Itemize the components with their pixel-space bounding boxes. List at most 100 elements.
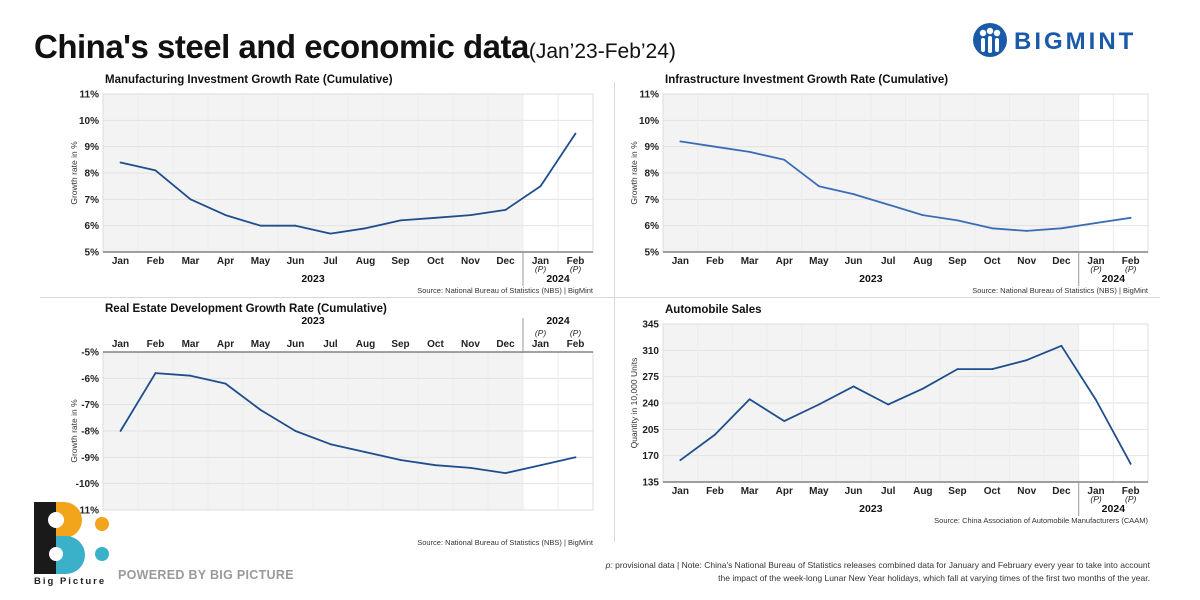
data-point	[887, 403, 890, 406]
data-point	[189, 198, 192, 201]
provisional-tag: (P)	[535, 264, 547, 274]
bigmint-logo: BIGMINT	[972, 22, 1162, 58]
chart-source: Source: National Bureau of Statistics (N…	[417, 286, 594, 295]
x-tick-label: Jul	[881, 486, 896, 497]
year-label: 2023	[301, 273, 325, 285]
data-point	[364, 227, 367, 230]
chart-manufacturing-investment: Manufacturing Investment Growth Rate (Cu…	[69, 74, 594, 295]
data-point	[539, 464, 542, 467]
data-point	[1095, 399, 1097, 401]
x-tick-label: Sep	[948, 486, 966, 497]
x-tick-label: Aug	[356, 256, 375, 267]
data-point	[679, 459, 682, 462]
data-point	[539, 185, 542, 188]
x-tick-label: Mar	[741, 256, 759, 267]
data-point	[329, 232, 332, 235]
x-tick-label: May	[809, 256, 829, 267]
x-tick-label: Nov	[1017, 486, 1036, 497]
data-point	[887, 203, 890, 206]
data-point	[1129, 216, 1132, 219]
x-tick-label: Oct	[984, 486, 1001, 497]
x-tick-label: Feb	[706, 486, 724, 497]
data-point	[852, 385, 855, 388]
data-point	[1095, 222, 1097, 224]
x-tick-label: Mar	[182, 339, 200, 350]
brand-name: BIGMINT	[1014, 28, 1137, 55]
y-tick-label: 6%	[645, 221, 660, 232]
y-axis-label: Growth rate in %	[69, 399, 79, 463]
chart-source: Source: National Bureau of Statistics (N…	[972, 286, 1149, 295]
panel-divider-horizontal	[40, 297, 1160, 298]
x-tick-label: Jan	[1087, 486, 1104, 497]
data-point	[259, 409, 262, 411]
data-point	[991, 368, 994, 371]
data-point	[574, 132, 577, 135]
data-point	[1129, 463, 1132, 465]
series-line	[679, 344, 1132, 465]
data-point	[1060, 227, 1063, 230]
data-point	[921, 387, 924, 390]
year-label: 2024	[546, 315, 570, 327]
data-point	[469, 214, 472, 217]
y-axis-label: Quantity in 10,000 Units	[629, 358, 639, 449]
x-tick-label: Dec	[1052, 486, 1071, 497]
y-tick-label: 205	[642, 425, 659, 436]
x-tick-label: Feb	[706, 256, 724, 267]
provisional-tag: (P)	[1125, 264, 1137, 274]
provisional-tag: (P)	[535, 328, 547, 338]
data-point	[119, 161, 122, 164]
powered-by: POWERED BY BIG PICTURE	[118, 568, 294, 582]
data-point	[1025, 359, 1028, 362]
data-point	[504, 472, 507, 475]
x-tick-label: Jul	[323, 256, 338, 267]
y-tick-label: 9%	[85, 142, 100, 153]
x-tick-label: Jul	[881, 256, 896, 267]
y-tick-label: 275	[642, 372, 659, 383]
y-tick-label: -5%	[81, 348, 99, 359]
data-point	[364, 451, 367, 453]
y-tick-label: 11%	[80, 90, 100, 101]
x-tick-label: Dec	[1052, 256, 1071, 267]
provisional-tag: (P)	[570, 328, 582, 338]
x-tick-label: Jan	[672, 256, 689, 267]
chart-title: Infrastructure Investment Growth Rate (C…	[665, 74, 948, 86]
data-point	[399, 219, 402, 222]
year-label: 2023	[301, 315, 325, 327]
y-tick-label: -6%	[81, 374, 99, 385]
data-point	[574, 456, 577, 459]
x-tick-label: Mar	[182, 256, 200, 267]
chart-source: Source: National Bureau of Statistics (N…	[417, 538, 594, 547]
provisional-tag: (P)	[570, 264, 582, 274]
x-tick-label: Jun	[287, 339, 305, 350]
data-point	[399, 459, 402, 461]
y-tick-label: 10%	[79, 116, 99, 127]
year-label: 2023	[859, 503, 883, 515]
year-label: 2024	[1102, 503, 1126, 515]
y-tick-label: 5%	[85, 248, 100, 259]
x-tick-label: Feb	[567, 256, 585, 267]
page-title: China's steel and economic data(Jan’23-F…	[34, 28, 676, 66]
data-point	[748, 398, 751, 401]
x-tick-label: Oct	[427, 256, 444, 267]
chart-title: Automobile Sales	[665, 304, 762, 316]
data-point	[259, 224, 262, 227]
data-point	[817, 403, 820, 406]
big-picture-logo	[34, 502, 109, 574]
data-point	[434, 464, 437, 467]
y-tick-label: 310	[642, 346, 659, 357]
y-axis-label: Growth rate in %	[629, 141, 639, 205]
y-tick-label: 7%	[85, 195, 100, 206]
x-tick-label: Apr	[776, 256, 793, 267]
data-point	[224, 214, 227, 217]
x-tick-label: Nov	[461, 339, 480, 350]
x-tick-label: Oct	[427, 339, 444, 350]
bigmint-logo-icon	[973, 23, 1007, 57]
data-point	[714, 145, 716, 148]
data-point	[956, 368, 959, 371]
provisional-tag: (P)	[1125, 494, 1137, 504]
y-tick-label: -11%	[76, 506, 99, 517]
page-title-main: China's steel and economic data	[34, 28, 529, 65]
x-tick-label: Nov	[1017, 256, 1036, 267]
data-point	[189, 374, 192, 377]
data-point	[852, 193, 855, 195]
